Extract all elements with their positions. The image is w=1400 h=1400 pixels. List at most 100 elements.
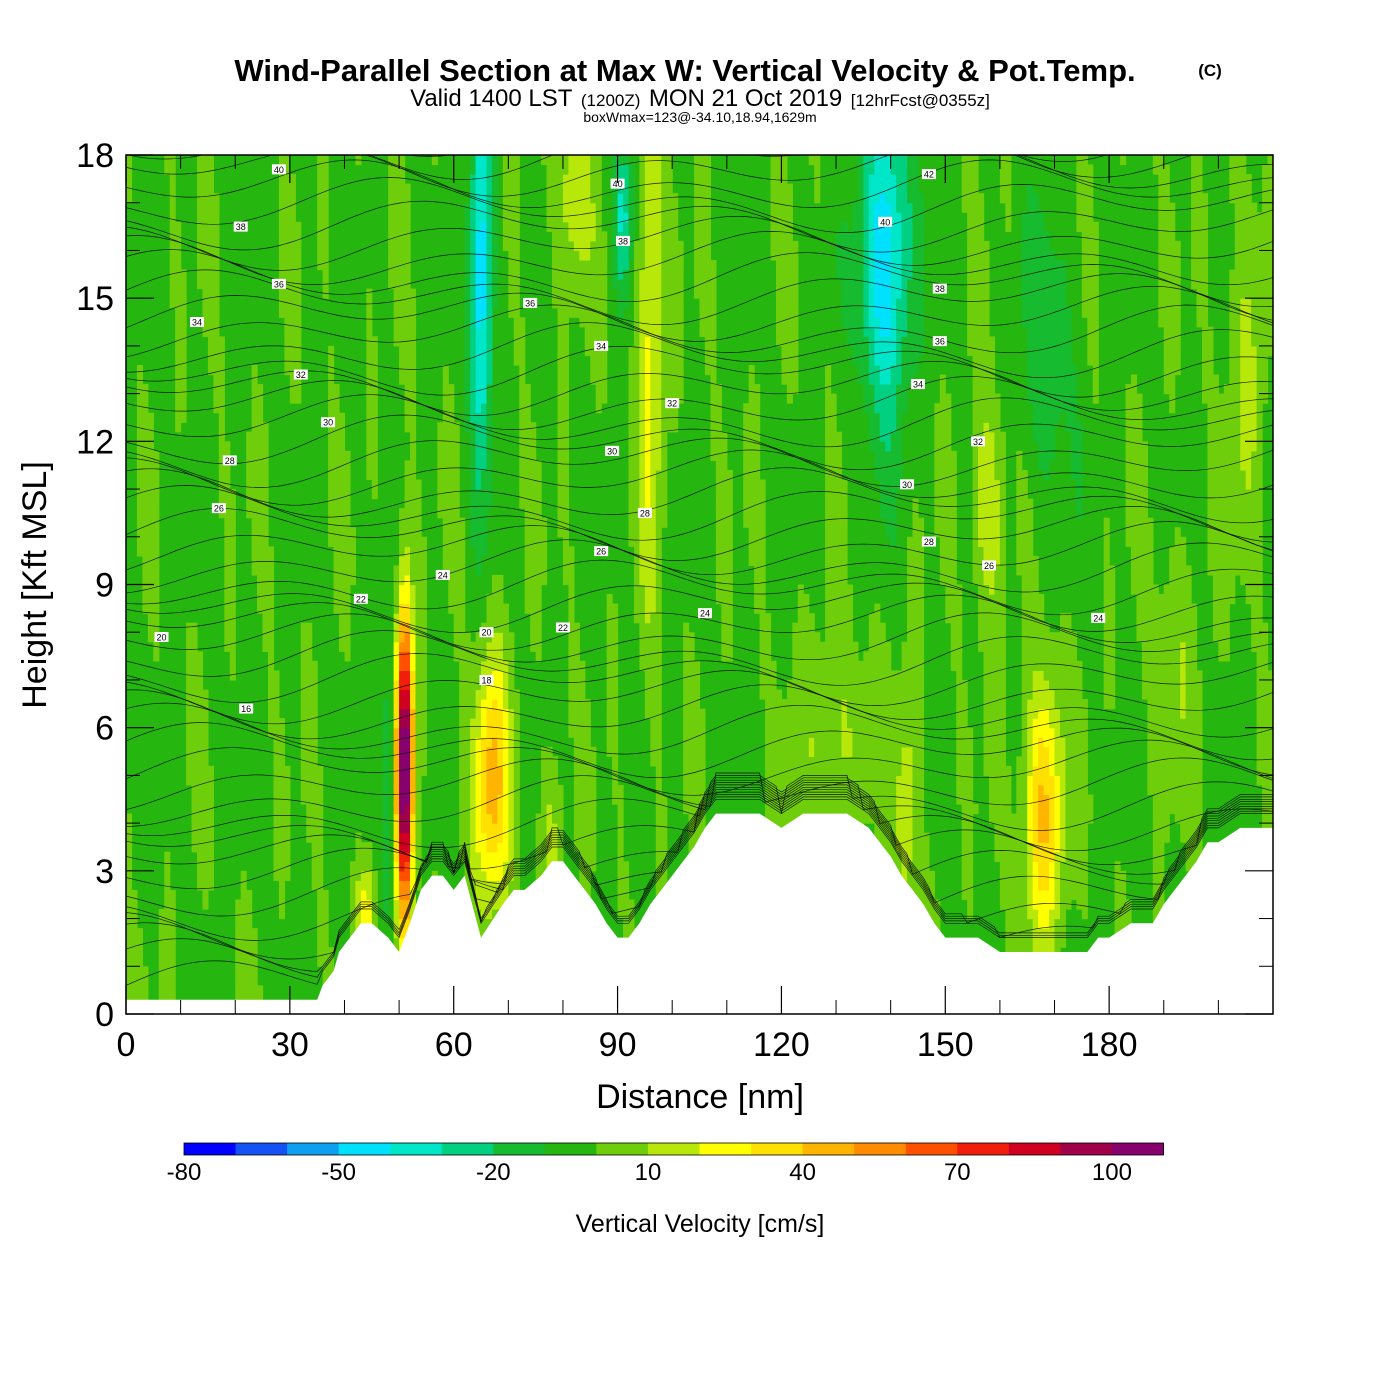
w-cell xyxy=(836,804,843,815)
w-cell xyxy=(382,708,389,719)
w-cell xyxy=(393,326,400,337)
w-cell xyxy=(797,746,804,757)
w-cell xyxy=(197,183,204,194)
w-cell xyxy=(612,746,619,757)
w-cell xyxy=(568,298,575,309)
w-cell xyxy=(661,364,668,376)
w-cell xyxy=(797,603,804,614)
w-cell xyxy=(655,202,662,213)
w-cell xyxy=(885,479,892,490)
w-cell xyxy=(792,240,799,252)
w-cell xyxy=(819,708,826,719)
w-cell xyxy=(475,403,482,414)
w-cell xyxy=(404,250,411,261)
w-cell xyxy=(404,613,411,624)
w-cell xyxy=(770,699,777,710)
w-cell xyxy=(229,641,236,652)
w-cell xyxy=(874,403,881,414)
w-cell xyxy=(644,345,651,357)
w-cell xyxy=(491,851,499,862)
w-cell xyxy=(486,460,493,471)
w-cell xyxy=(655,632,662,643)
w-cell xyxy=(874,699,881,710)
w-cell xyxy=(229,527,236,538)
w-cell xyxy=(207,842,214,853)
w-cell xyxy=(890,794,897,805)
w-cell xyxy=(841,479,848,490)
w-cell xyxy=(453,632,460,643)
w-cell xyxy=(568,212,575,223)
w-cell xyxy=(284,202,291,213)
w-cell xyxy=(257,546,264,557)
w-cell xyxy=(868,317,875,328)
w-cell xyxy=(666,384,673,395)
w-cell xyxy=(841,279,848,290)
w-cell xyxy=(857,202,864,213)
w-cell xyxy=(410,450,417,462)
w-cell xyxy=(464,269,471,280)
w-cell xyxy=(819,737,826,748)
w-cell xyxy=(748,460,755,471)
w-cell xyxy=(502,174,509,185)
w-cell xyxy=(836,259,843,271)
w-cell xyxy=(792,384,799,395)
w-cell xyxy=(393,775,400,786)
w-cell xyxy=(508,756,515,767)
w-cell xyxy=(513,269,520,280)
w-cell xyxy=(852,813,859,824)
w-cell xyxy=(639,259,646,271)
w-cell xyxy=(639,183,646,194)
w-cell xyxy=(191,794,198,805)
w-cell xyxy=(508,804,515,815)
w-cell xyxy=(519,412,526,423)
w-cell xyxy=(197,861,204,872)
w-cell xyxy=(268,641,275,652)
w-cell xyxy=(289,183,296,194)
w-cell xyxy=(863,202,870,213)
w-cell xyxy=(393,259,400,271)
w-cell xyxy=(136,517,143,528)
w-cell xyxy=(857,355,864,366)
w-cell xyxy=(786,364,793,376)
w-cell xyxy=(595,240,602,252)
w-cell xyxy=(229,498,236,509)
w-cell xyxy=(590,164,597,175)
w-cell xyxy=(633,364,641,376)
w-cell xyxy=(825,364,832,376)
w-cell xyxy=(579,699,586,710)
w-cell xyxy=(650,670,657,681)
w-cell xyxy=(289,364,296,376)
w-cell xyxy=(661,374,668,385)
w-cell xyxy=(399,880,406,891)
w-cell xyxy=(278,746,285,757)
w-cell xyxy=(754,469,761,481)
w-cell xyxy=(639,479,646,490)
w-cell xyxy=(568,174,575,185)
w-cell xyxy=(404,412,411,423)
w-cell xyxy=(513,307,520,318)
w-cell xyxy=(885,660,892,671)
w-cell xyxy=(486,231,493,242)
w-cell xyxy=(404,756,411,767)
w-cell xyxy=(606,679,613,691)
w-cell xyxy=(262,469,269,481)
w-cell xyxy=(655,804,662,815)
w-cell xyxy=(868,794,875,805)
w-cell xyxy=(623,174,630,185)
w-cell xyxy=(448,574,455,586)
w-cell xyxy=(694,679,701,691)
w-cell xyxy=(202,708,209,719)
w-cell xyxy=(879,784,886,796)
w-cell xyxy=(317,784,324,796)
w-cell xyxy=(666,250,673,261)
w-cell xyxy=(748,412,755,423)
w-cell xyxy=(317,909,324,920)
w-cell xyxy=(759,536,766,547)
w-cell xyxy=(552,269,559,280)
w-cell xyxy=(437,489,444,500)
w-cell xyxy=(393,909,400,920)
w-cell xyxy=(366,317,373,328)
w-cell xyxy=(874,603,881,614)
w-cell xyxy=(623,899,630,910)
w-cell xyxy=(475,250,482,261)
